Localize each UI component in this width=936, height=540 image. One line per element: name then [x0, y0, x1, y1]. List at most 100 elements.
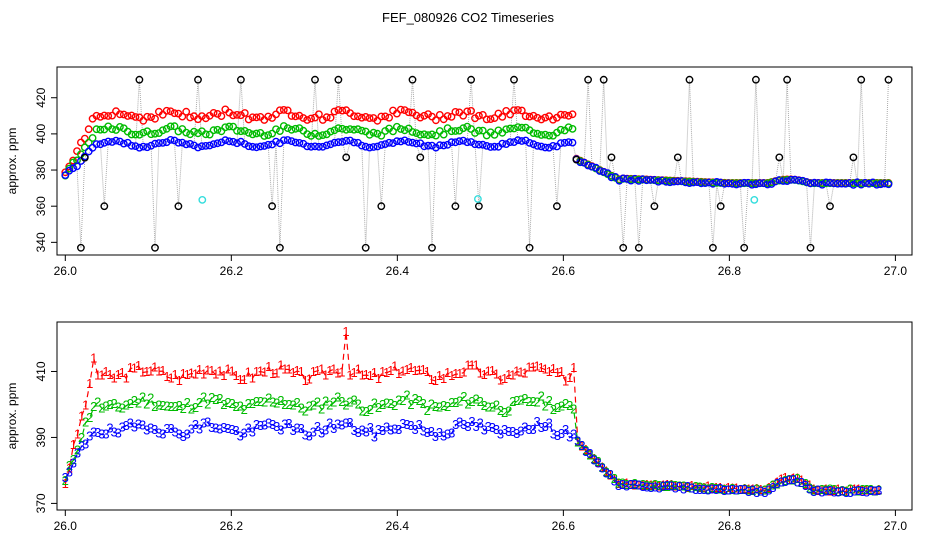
- top-point-series-2: [311, 129, 319, 138]
- bottom-series-1-label: 1: [749, 481, 756, 496]
- top-point-series-2: [377, 131, 386, 140]
- bottom-series-2-label: 2: [78, 430, 85, 445]
- bottom-x-tick-label: 26.6: [552, 519, 576, 533]
- top-point-series-3: [244, 142, 253, 151]
- bottom-series-2-label: 2: [749, 483, 756, 498]
- bottom-series-2-label: 2: [635, 477, 642, 492]
- top-point-series-3: [662, 177, 670, 186]
- top-point-series-2: [428, 130, 436, 139]
- top-point-series-1: [116, 110, 124, 119]
- top-point-reference: [584, 75, 592, 84]
- bottom-series-1-label: 1: [847, 482, 854, 497]
- bottom-series-1-label: 1: [505, 367, 512, 382]
- bottom-series-1-label: 1: [411, 363, 418, 378]
- bottom-series-3-label: 3: [110, 425, 117, 440]
- bottom-series-3-label: 3: [851, 484, 858, 499]
- top-point-series-2: [510, 124, 518, 133]
- bottom-series-1-label: 1: [346, 368, 353, 383]
- bottom-series-2-label: 2: [224, 395, 231, 410]
- bottom-series-2-label: 2: [814, 483, 821, 498]
- top-point-series-1: [330, 107, 339, 116]
- bottom-series-1-label: 1: [200, 366, 207, 381]
- top-point-series-1: [564, 111, 573, 120]
- top-point-series-2: [248, 130, 257, 139]
- bottom-series-2-label: 2: [631, 476, 638, 491]
- bottom-series-1-label: 1: [74, 426, 81, 441]
- top-point-series-1: [486, 115, 495, 124]
- top-point-series-3: [537, 142, 546, 151]
- bottom-x-tick-label: 27.0: [884, 519, 908, 533]
- bottom-series-2-label: 2: [725, 483, 732, 498]
- top-point-series-3: [514, 136, 522, 145]
- top-point-series-3: [814, 179, 823, 187]
- top-point-series-1: [186, 113, 195, 122]
- bottom-series-1-label: 1: [798, 472, 805, 487]
- top-point-series-2: [314, 132, 323, 140]
- bottom-series-1-label: 1: [802, 477, 809, 492]
- bottom-series-3-label: 3: [98, 427, 105, 442]
- bottom-series-2-label: 2: [558, 398, 565, 413]
- top-point-series-2: [80, 143, 89, 152]
- top-point-series-1: [556, 110, 565, 119]
- top-point-series-3: [287, 137, 296, 146]
- bottom-series-2-label: 2: [745, 483, 752, 498]
- bottom-series-1-label: 1: [306, 372, 313, 387]
- top-point-series-3: [822, 178, 830, 187]
- top-y-axis-label: approx. ppm: [5, 128, 19, 195]
- top-point-series-3: [88, 143, 97, 152]
- bottom-series-1-label: 1: [590, 451, 597, 466]
- bottom-series-1-label: 1: [773, 475, 780, 490]
- top-point-series-3: [330, 138, 339, 147]
- top-point-series-3: [533, 141, 542, 150]
- bottom-series-2-label: 2: [822, 482, 829, 497]
- top-point-reference: [194, 75, 202, 84]
- top-point-series-3: [556, 139, 565, 148]
- bottom-series-1-label: 1: [517, 364, 524, 379]
- top-point-series-3: [529, 140, 538, 149]
- bottom-series-3-label: 3: [411, 422, 418, 437]
- top-point-series-3: [681, 178, 690, 187]
- bottom-series-3-label: 3: [245, 421, 252, 436]
- bottom-series-3-label: 3: [460, 417, 467, 432]
- bottom-series-1-label: 1: [163, 369, 170, 384]
- top-point-series-1: [244, 115, 253, 124]
- top-connector-lines: [64, 79, 889, 248]
- top-point-series-2: [447, 127, 456, 136]
- top-point-series-3: [791, 175, 799, 184]
- top-point-series-3: [798, 176, 807, 185]
- bottom-series-3-label: 3: [712, 482, 719, 497]
- bottom-series-2-label: 2: [712, 481, 719, 496]
- bottom-series-1-label: 1: [497, 373, 504, 388]
- bottom-series-3-label: 3: [717, 481, 724, 496]
- top-point-reference: [428, 243, 436, 252]
- bottom-series-3-label: 3: [729, 482, 736, 497]
- bottom-series-1-label: 1: [647, 478, 654, 493]
- bottom-series-1-label: 1: [440, 371, 447, 386]
- bottom-series-2-label: 2: [672, 478, 679, 493]
- top-point-series-3: [650, 175, 659, 184]
- bottom-series-2-label: 2: [293, 395, 300, 410]
- bottom-series-1-label: 1: [830, 483, 837, 498]
- top-point-series-3: [170, 136, 179, 145]
- bottom-series-1-label: 1: [159, 363, 166, 378]
- top-point-reference: [236, 75, 245, 84]
- bottom-series-1-label: 1: [359, 367, 366, 382]
- bottom-series-3-label: 3: [334, 416, 341, 431]
- top-point-series-3: [564, 138, 573, 147]
- bottom-series-1-label: 1: [708, 481, 715, 496]
- bottom-series-1-label: 1: [607, 468, 614, 483]
- bottom-series-1-label: 1: [106, 367, 113, 382]
- bottom-series-1-label: 1: [326, 363, 333, 378]
- top-point-series-3: [638, 175, 647, 184]
- top-point-series-2: [545, 131, 553, 140]
- bottom-series-3-label: 3: [74, 446, 81, 461]
- bottom-series-2-label: 2: [692, 479, 699, 494]
- top-point-series-3: [116, 137, 124, 146]
- top-point-reference: [673, 153, 682, 162]
- bottom-series-2-label: 2: [70, 452, 77, 467]
- top-point-reference: [752, 75, 760, 84]
- top-point-series-3: [428, 141, 436, 150]
- bottom-series-1-label: 1: [452, 366, 459, 381]
- bottom-series-2-label: 2: [733, 483, 740, 498]
